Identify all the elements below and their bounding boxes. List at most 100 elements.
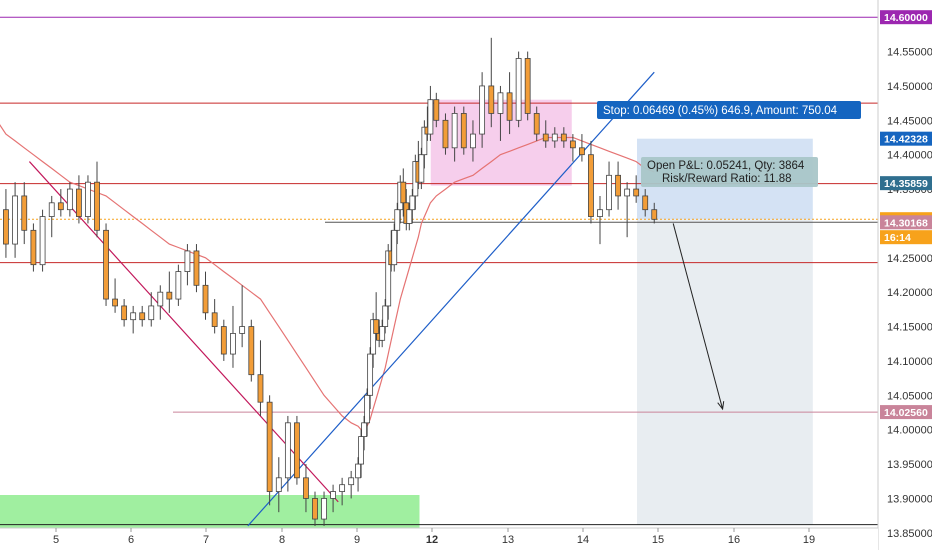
candle-body-86 xyxy=(615,174,621,197)
y-tick-label-14: 13.85000 xyxy=(887,528,932,540)
candle-body-90 xyxy=(651,209,658,220)
candle-body-15 xyxy=(121,305,128,321)
price-tag-label-1: 14.42328 xyxy=(884,134,928,146)
y-tick-label-8: 14.15000 xyxy=(887,322,932,334)
candle-body-40 xyxy=(348,477,355,486)
y-tick-label-12: 13.95000 xyxy=(887,459,932,471)
price-tag-label-6: 14.02560 xyxy=(884,407,928,419)
price-tag-label-0: 14.60000 xyxy=(884,12,928,24)
candle-body-71 xyxy=(479,85,486,135)
candle-body-28 xyxy=(239,326,246,334)
horizontal-levels-layer xyxy=(0,16,878,526)
candle-body-7 xyxy=(48,202,55,217)
candle-body-9 xyxy=(66,188,73,211)
candle-body-67 xyxy=(442,119,449,149)
candle-body-89 xyxy=(642,195,649,211)
candle-body-3 xyxy=(12,195,18,245)
y-tick-label-6: 14.25000 xyxy=(887,253,932,265)
x-tick-label-7: 14 xyxy=(577,534,589,546)
y-tick-label-13: 13.90000 xyxy=(887,493,932,505)
candle-body-88 xyxy=(633,188,640,197)
y-tick-label-10: 14.05000 xyxy=(887,390,932,402)
projection-arrow-layer xyxy=(672,223,725,411)
stop-label-text: Stop: 0.06469 (0.45%) 646.9, Amount: 750… xyxy=(603,105,838,117)
candle-body-8 xyxy=(57,202,64,211)
candle-body-35 xyxy=(303,477,309,499)
projection-arrow-head xyxy=(717,401,725,411)
candle-body-44 xyxy=(364,394,371,424)
candle-body-85 xyxy=(606,174,612,211)
candle-body-14 xyxy=(112,298,118,307)
candle-body-5 xyxy=(30,229,37,266)
y-tick-label-0: 14.55000 xyxy=(887,47,932,59)
moving-average-layer xyxy=(0,124,655,431)
candle-body-32 xyxy=(275,477,282,492)
candle-body-11 xyxy=(85,181,91,217)
x-tick-label-2: 7 xyxy=(203,534,209,546)
candle-body-87 xyxy=(624,188,631,197)
candle-body-50 xyxy=(382,305,389,327)
candle-body-10 xyxy=(76,188,82,217)
rr-label-text: Risk/Reward Ratio: 11.88 xyxy=(662,173,792,185)
candle-body-45 xyxy=(367,353,374,396)
price-tag-6 xyxy=(880,405,932,420)
trendline-1 xyxy=(28,161,339,503)
price-tag-2 xyxy=(880,176,932,191)
candle-body-24 xyxy=(202,284,209,314)
x-tick-label-0: 5 xyxy=(53,534,59,546)
price-tag-label-2: 14.35859 xyxy=(884,178,928,190)
x-tick-label-1: 6 xyxy=(128,534,134,546)
candle-body-12 xyxy=(94,181,100,231)
candle-body-27 xyxy=(230,333,236,355)
candle-body-78 xyxy=(542,133,549,142)
candle-body-46 xyxy=(370,319,377,355)
candle-body-84 xyxy=(597,209,603,217)
projection-arrow-shaft xyxy=(672,223,724,410)
candle-body-70 xyxy=(470,133,476,149)
candle-body-20 xyxy=(166,291,173,300)
candle-body-65 xyxy=(427,99,434,135)
pnl-label-text: Open P&L: 0.05241, Qty: 3864 xyxy=(647,160,805,172)
candle-body-33 xyxy=(284,422,291,479)
candle-body-63 xyxy=(421,126,428,156)
candle-body-56 xyxy=(400,181,407,204)
x-tick-label-5: 12 xyxy=(426,534,438,546)
y-tick-label-2: 14.45000 xyxy=(887,115,932,127)
trendline-0 xyxy=(247,71,655,527)
candle-body-66 xyxy=(433,99,440,121)
candle-body-34 xyxy=(294,422,300,479)
candle-body-43 xyxy=(361,422,367,437)
candle-body-54 xyxy=(394,209,401,231)
candle-body-23 xyxy=(193,250,200,286)
candle-body-39 xyxy=(339,484,346,492)
candle-body-25 xyxy=(211,312,218,327)
candle-body-31 xyxy=(266,401,273,492)
candle-body-79 xyxy=(551,133,558,142)
candle-body-51 xyxy=(385,250,392,307)
x-tick-label-9: 16 xyxy=(728,534,740,546)
candle-body-53 xyxy=(391,229,398,266)
x-tick-label-8: 15 xyxy=(652,534,664,546)
candle-body-74 xyxy=(506,92,513,121)
candle-body-82 xyxy=(579,147,585,156)
y-tick-label-1: 14.50000 xyxy=(887,81,932,93)
candle-body-13 xyxy=(103,229,109,300)
price-tag-4 xyxy=(880,230,932,245)
candle-body-16 xyxy=(130,312,137,321)
candle-body-37 xyxy=(321,498,327,520)
candle-body-58 xyxy=(406,209,413,224)
x-tick-label-6: 13 xyxy=(502,534,514,546)
candle-body-6 xyxy=(39,216,46,266)
candle-body-42 xyxy=(358,436,364,465)
candle-body-83 xyxy=(588,154,594,217)
candle-body-68 xyxy=(451,113,458,149)
position-layer xyxy=(637,138,813,525)
moving-average-line xyxy=(0,124,655,431)
candle-body-62 xyxy=(418,154,425,183)
candle-body-26 xyxy=(220,326,227,355)
target-zone xyxy=(637,219,813,525)
candle-body-29 xyxy=(248,326,255,376)
candle-body-41 xyxy=(355,463,361,479)
candle-body-49 xyxy=(379,326,386,341)
